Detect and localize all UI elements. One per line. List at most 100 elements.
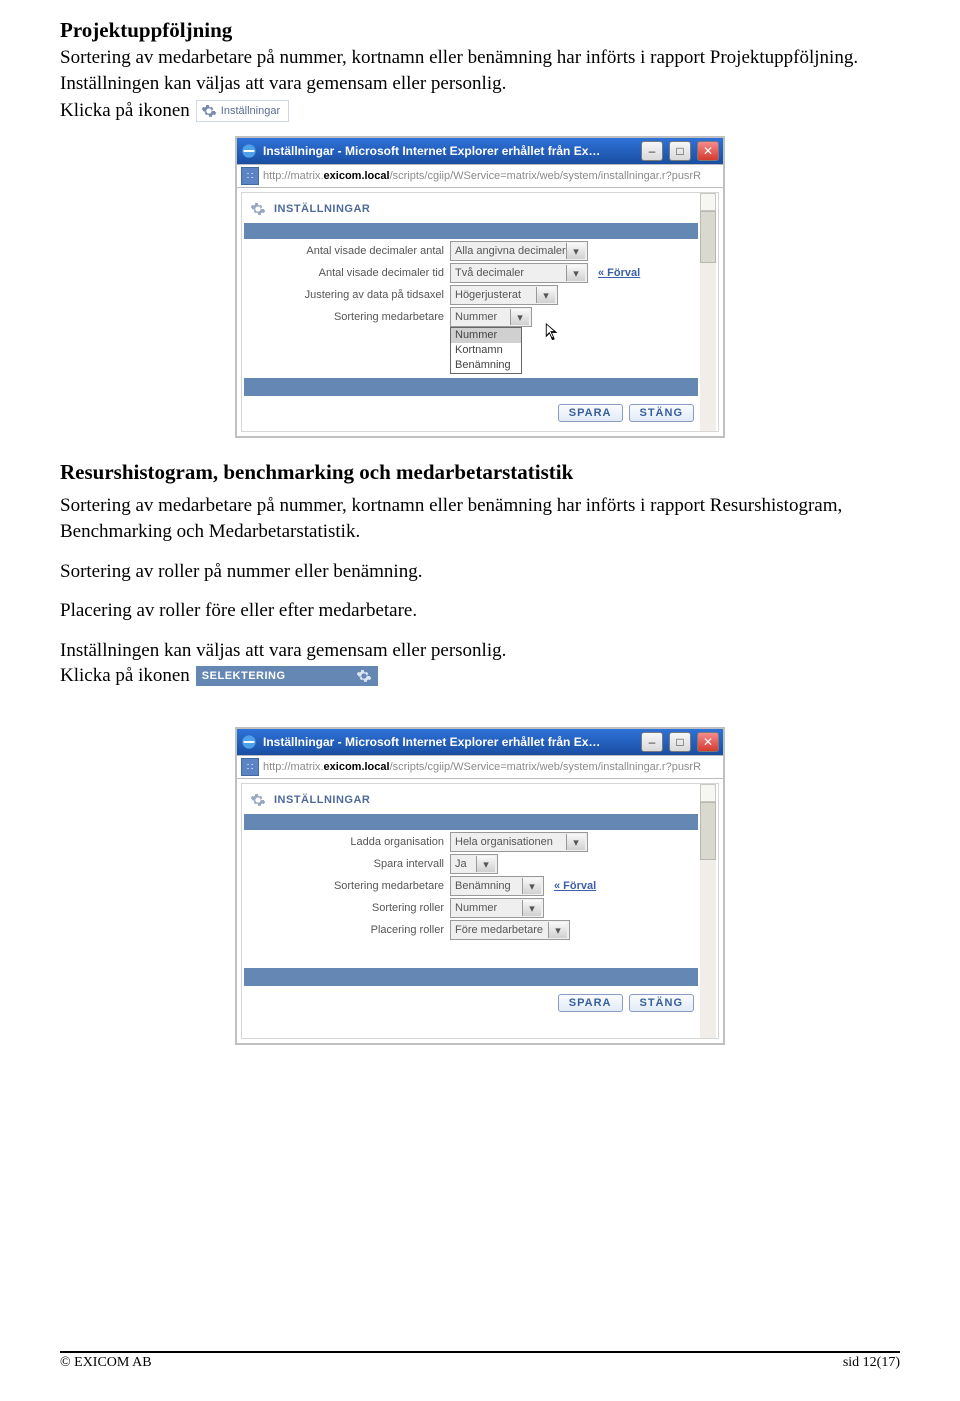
installningar-chip[interactable]: Inställningar [196, 100, 289, 122]
address-bar: ∷ http://matrix.exicom.local/scripts/cgi… [237, 164, 723, 188]
save-button[interactable]: SPARA [558, 404, 623, 422]
minimize-button[interactable]: – [641, 732, 663, 752]
maximize-button[interactable]: □ [669, 732, 691, 752]
dropdown-option[interactable]: Benämning [451, 358, 521, 373]
gear-icon [250, 792, 266, 808]
screenshot-1: Inställningar - Microsoft Internet Explo… [235, 136, 725, 438]
save-button[interactable]: SPARA [558, 994, 623, 1012]
footer-right: sid 12(17) [843, 1355, 900, 1371]
url-text: http://matrix.exicom.local/scripts/cgiip… [263, 170, 719, 182]
settings-row: Antal visade decimaler tid Två decimaler ▾… [244, 263, 698, 283]
chevron-down-icon: ▾ [510, 309, 529, 325]
chevron-down-icon: ▾ [548, 922, 567, 938]
heading-resurshistogram: Resurshistogram, benchmarking och medarb… [60, 460, 900, 485]
window-title: Inställningar - Microsoft Internet Explo… [263, 735, 635, 749]
divider-bar [244, 814, 698, 830]
setting-label: Spara intervall [244, 858, 450, 870]
forval-link[interactable]: « Förval [554, 880, 596, 892]
gear-icon [201, 103, 217, 119]
settings-row: Spara intervall Ja ▾ [244, 854, 698, 874]
gear-icon [356, 668, 372, 684]
select-value: Två decimaler [455, 267, 524, 279]
close-button[interactable]: ✕ [697, 732, 719, 752]
chevron-down-icon: ▾ [476, 856, 495, 872]
heading-projektuppfoljning: Projektuppföljning [60, 18, 900, 43]
scroll-thumb[interactable] [700, 211, 716, 263]
footer-left: © EXICOM AB [60, 1355, 152, 1371]
klicka-label-1: Klicka på ikonen [60, 100, 190, 122]
select-0[interactable]: Hela organisationen ▾ [450, 832, 588, 852]
para-2-3: Placering av roller före eller efter med… [60, 598, 900, 624]
settings-row: Sortering medarbetareNummer▾ [244, 307, 698, 327]
chevron-down-icon: ▾ [536, 287, 555, 303]
setting-label: Antal visade decimaler antal [244, 245, 450, 257]
divider-bar [244, 968, 698, 986]
minimize-button[interactable]: – [641, 141, 663, 161]
close-panel-button[interactable]: STÄNG [629, 994, 695, 1012]
window-title: Inställningar - Microsoft Internet Explo… [263, 144, 635, 158]
maximize-button[interactable]: □ [669, 141, 691, 161]
select-2[interactable]: Högerjusterat ▾ [450, 285, 558, 305]
dropdown-open[interactable]: NummerKortnamnBenämning [450, 327, 522, 374]
settings-row: Ladda organisationHela organisationen▾ [244, 832, 698, 852]
select-4[interactable]: Före medarbetare ▾ [450, 920, 570, 940]
setting-label: Sortering medarbetare [244, 880, 450, 892]
chevron-down-icon: ▾ [566, 834, 585, 850]
setting-label: Sortering medarbetare [244, 311, 450, 323]
select-value: Ja [455, 858, 467, 870]
select-2[interactable]: Benämning ▾ [450, 876, 544, 896]
close-button[interactable]: ✕ [697, 141, 719, 161]
para-2-2: Sortering av roller på nummer eller benä… [60, 559, 900, 585]
scroll-up-icon[interactable] [700, 784, 716, 802]
scroll-thumb[interactable] [700, 802, 716, 860]
settings-row: Antal visade decimaler antalAlla angivna… [244, 241, 698, 261]
select-value: Alla angivna decimaler [455, 245, 566, 257]
select-value: Benämning [455, 880, 511, 892]
chip-label: Inställningar [221, 105, 280, 117]
cursor-icon [544, 321, 562, 343]
favicon-icon: ∷ [241, 167, 259, 185]
gear-icon [250, 201, 266, 217]
panel-header: INSTÄLLNINGAR [244, 197, 698, 221]
ie-icon [241, 734, 257, 750]
dropdown-option[interactable]: Nummer [451, 328, 521, 343]
window-titlebar: Inställningar - Microsoft Internet Explo… [237, 729, 723, 755]
settings-row: Sortering medarbetare Benämning ▾ « Förval [244, 876, 698, 896]
select-value: Nummer [455, 902, 497, 914]
ie-icon [241, 143, 257, 159]
settings-row: Justering av data på tidsaxelHögerjuster… [244, 285, 698, 305]
favicon-icon: ∷ [241, 758, 259, 776]
setting-label: Antal visade decimaler tid [244, 267, 450, 279]
panel-title: INSTÄLLNINGAR [274, 203, 370, 215]
content-pane: INSTÄLLNINGAR Ladda organisationHela org… [241, 783, 719, 1039]
forval-link[interactable]: « Förval [598, 267, 640, 279]
scrollbar[interactable] [700, 784, 716, 1038]
dropdown-option[interactable]: Kortnamn [451, 343, 521, 358]
select-value: Högerjusterat [455, 289, 521, 301]
settings-row: Sortering rollerNummer▾ [244, 898, 698, 918]
setting-label: Justering av data på tidsaxel [244, 289, 450, 301]
chevron-down-icon: ▾ [522, 878, 541, 894]
setting-label: Sortering roller [244, 902, 450, 914]
select-value: Före medarbetare [455, 924, 543, 936]
selek-label: SELEKTERING [202, 670, 286, 682]
intro-paragraph-1: Sortering av medarbetare på nummer, kort… [60, 45, 900, 96]
para-2-4: Inställningen kan väljas att vara gemens… [60, 638, 900, 664]
select-3[interactable]: Nummer▾ [450, 307, 532, 327]
settings-row: Placering rollerFöre medarbetare▾ [244, 920, 698, 940]
select-3[interactable]: Nummer▾ [450, 898, 544, 918]
select-0[interactable]: Alla angivna decimaler▾ [450, 241, 588, 261]
panel-title: INSTÄLLNINGAR [274, 794, 370, 806]
scrollbar[interactable] [700, 193, 716, 431]
select-1[interactable]: Ja ▾ [450, 854, 498, 874]
selektering-chip[interactable]: SELEKTERING [196, 666, 378, 686]
select-1[interactable]: Två decimaler ▾ [450, 263, 588, 283]
close-panel-button[interactable]: STÄNG [629, 404, 695, 422]
select-value: Hela organisationen [455, 836, 553, 848]
scroll-up-icon[interactable] [700, 193, 716, 211]
para-2-1: Sortering av medarbetare på nummer, kort… [60, 493, 900, 544]
url-text: http://matrix.exicom.local/scripts/cgiip… [263, 761, 719, 773]
panel-header: INSTÄLLNINGAR [244, 788, 698, 812]
chevron-down-icon: ▾ [566, 265, 585, 281]
content-pane: INSTÄLLNINGAR Antal visade decimaler ant… [241, 192, 719, 432]
